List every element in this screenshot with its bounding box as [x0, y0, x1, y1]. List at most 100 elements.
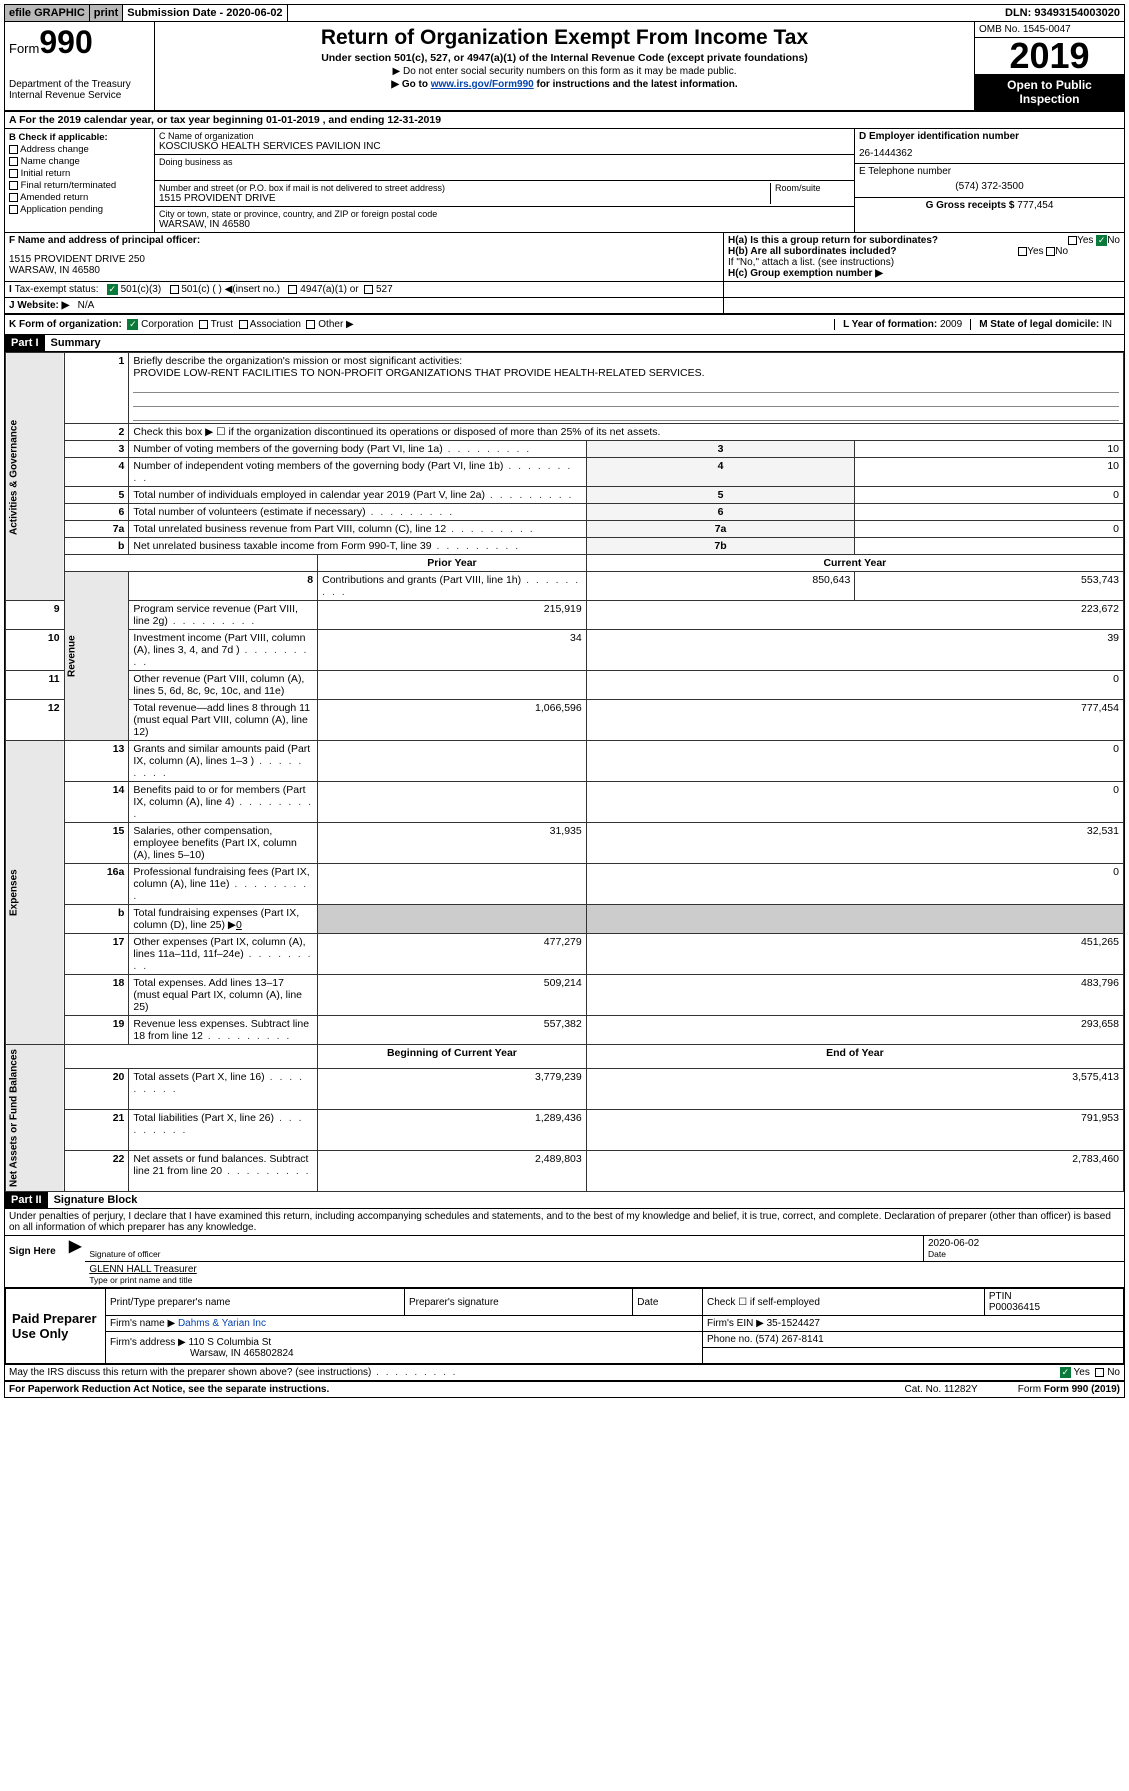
- paid-blank: [702, 1348, 1123, 1364]
- website-value: N/A: [78, 300, 95, 311]
- note-goto: ▶ Go to www.irs.gov/Form990 for instruct…: [161, 79, 968, 90]
- l13-prior: [318, 741, 587, 782]
- ein-label: D Employer identification number: [859, 131, 1120, 142]
- part2-badge: Part II: [5, 1192, 48, 1208]
- org-name-label: C Name of organization: [159, 131, 850, 141]
- ha-yes[interactable]: Yes: [1077, 235, 1093, 246]
- side-activities: Activities & Governance: [6, 353, 65, 601]
- chk-address-change[interactable]: Address change: [9, 144, 150, 155]
- tax-status-label: Tax-exempt status:: [15, 284, 99, 295]
- gross-value: 777,454: [1017, 200, 1053, 211]
- opt-final-return: Final return/terminated: [21, 180, 117, 191]
- l8-curr: 553,743: [855, 572, 1124, 601]
- hb-yes[interactable]: Yes: [1027, 246, 1043, 257]
- box-h-cont: [724, 282, 1124, 297]
- discuss-yes-chk[interactable]: ✓: [1060, 1367, 1071, 1378]
- chk-501c[interactable]: [170, 285, 179, 294]
- firm-ein: 35-1524427: [767, 1318, 820, 1329]
- l17-desc: Other expenses (Part IX, column (A), lin…: [133, 936, 312, 972]
- city-state-zip: WARSAW, IN 46580: [159, 219, 850, 230]
- box-k: K Form of organization: ✓ Corporation Tr…: [9, 319, 354, 330]
- l16a-prior: [318, 864, 587, 905]
- chk-4947[interactable]: [288, 285, 297, 294]
- phone-label: E Telephone number: [859, 166, 1120, 177]
- box-i: I Tax-exempt status: ✓ 501(c)(3) 501(c) …: [5, 282, 724, 297]
- l7a-box: 7a: [586, 521, 855, 538]
- chk-initial-return[interactable]: Initial return: [9, 168, 150, 179]
- chk-other[interactable]: [306, 320, 315, 329]
- discuss-yesno: ✓ Yes No: [1060, 1367, 1120, 1378]
- l19-desc: Revenue less expenses. Subtract line 18 …: [133, 1018, 309, 1042]
- line-9-num: 9: [6, 601, 65, 630]
- chk-assoc[interactable]: [239, 320, 248, 329]
- perjury-statement: Under penalties of perjury, I declare th…: [5, 1209, 1124, 1236]
- l22-desc: Net assets or fund balances. Subtract li…: [133, 1153, 310, 1177]
- box-d: D Employer identification number 26-1444…: [855, 129, 1124, 164]
- box-f: F Name and address of principal officer:…: [5, 233, 724, 281]
- part1-badge: Part I: [5, 335, 45, 351]
- print-button[interactable]: print: [90, 5, 123, 21]
- note-ssn: ▶ Do not enter social security numbers o…: [161, 66, 968, 77]
- chk-amended-return[interactable]: Amended return: [9, 192, 150, 203]
- box-c: C Name of organization KOSCIUSKO HEALTH …: [155, 129, 854, 232]
- chk-501c3[interactable]: ✓: [107, 284, 118, 295]
- self-employed-chk[interactable]: Check ☐ if self-employed: [702, 1289, 984, 1316]
- box-b-title: B Check if applicable:: [9, 132, 150, 143]
- domicile-value: IN: [1102, 319, 1112, 330]
- line-5-num: 5: [64, 487, 129, 504]
- opt-name-change: Name change: [21, 156, 80, 167]
- ha-label: H(a) Is this a group return for subordin…: [728, 235, 938, 246]
- addr-row: Number and street (or P.O. box if mail i…: [155, 181, 854, 207]
- l7a-desc: Total unrelated business revenue from Pa…: [133, 523, 534, 535]
- l12-prior: 1,066,596: [318, 700, 587, 741]
- l19-curr: 293,658: [586, 1016, 1123, 1045]
- l18-prior: 509,214: [318, 975, 587, 1016]
- box-h: H(a) Is this a group return for subordin…: [724, 233, 1124, 281]
- l5-desc: Total number of individuals employed in …: [133, 489, 573, 501]
- row-k: K Form of organization: ✓ Corporation Tr…: [5, 315, 1124, 335]
- row-fh: F Name and address of principal officer:…: [5, 233, 1124, 282]
- form-footer-num: Form 990 (2019): [1044, 1384, 1120, 1395]
- hb-no[interactable]: No: [1055, 246, 1068, 257]
- preparer-date-hdr: Date: [633, 1289, 703, 1316]
- l15-prior: 31,935: [318, 823, 587, 864]
- chk-527[interactable]: [364, 285, 373, 294]
- hc-label: H(c) Group exemption number ▶: [728, 268, 1120, 279]
- discuss-no-chk[interactable]: [1095, 1368, 1104, 1377]
- firm-name-link[interactable]: Dahms & Yarian Inc: [178, 1318, 266, 1329]
- line-4-num: 4: [64, 458, 129, 487]
- part1-title: Summary: [45, 335, 107, 351]
- irs-label: Internal Revenue Service: [9, 90, 150, 101]
- opt-address-change: Address change: [20, 144, 89, 155]
- submission-date-value: 2020-06-02: [226, 7, 282, 19]
- form-org-label: K Form of organization:: [9, 319, 122, 330]
- efile-button[interactable]: efile GRAPHIC: [5, 5, 90, 21]
- l3-val: 10: [855, 441, 1124, 458]
- line-10-num: 10: [6, 630, 65, 671]
- l11-curr: 0: [586, 671, 1123, 700]
- l17-curr: 451,265: [586, 934, 1123, 975]
- chk-trust[interactable]: [199, 320, 208, 329]
- chk-corp[interactable]: ✓: [127, 319, 138, 330]
- l16b-desc: Total fundraising expenses (Part IX, col…: [129, 905, 318, 934]
- domicile-label: M State of legal domicile:: [979, 319, 1102, 330]
- line-12-num: 12: [6, 700, 65, 741]
- opt-amended-return: Amended return: [20, 192, 88, 203]
- chk-name-change[interactable]: Name change: [9, 156, 150, 167]
- l16b-grey1: [318, 905, 587, 934]
- ha-no[interactable]: No: [1107, 235, 1120, 246]
- irs-link[interactable]: www.irs.gov/Form990: [431, 79, 534, 90]
- box-m: M State of legal domicile: IN: [970, 319, 1120, 330]
- officer-label: F Name and address of principal officer:: [9, 235, 719, 246]
- dba-label: Doing business as: [159, 157, 850, 167]
- chk-app-pending[interactable]: Application pending: [9, 204, 150, 215]
- chk-final-return[interactable]: Final return/terminated: [9, 180, 150, 191]
- firm-label: Firm's name ▶: [110, 1318, 175, 1329]
- ptin-value: P00036415: [989, 1302, 1040, 1313]
- sig-name-cell: GLENN HALL TreasurerType or print name a…: [85, 1262, 1124, 1287]
- sig-name-title: GLENN HALL Treasurer: [89, 1264, 196, 1275]
- box-g: G Gross receipts $ 777,454: [855, 198, 1124, 232]
- opt-app-pending: Application pending: [20, 204, 103, 215]
- sig-date-cell: 2020-06-02Date: [924, 1236, 1124, 1261]
- ein-label: Firm's EIN ▶: [707, 1318, 767, 1329]
